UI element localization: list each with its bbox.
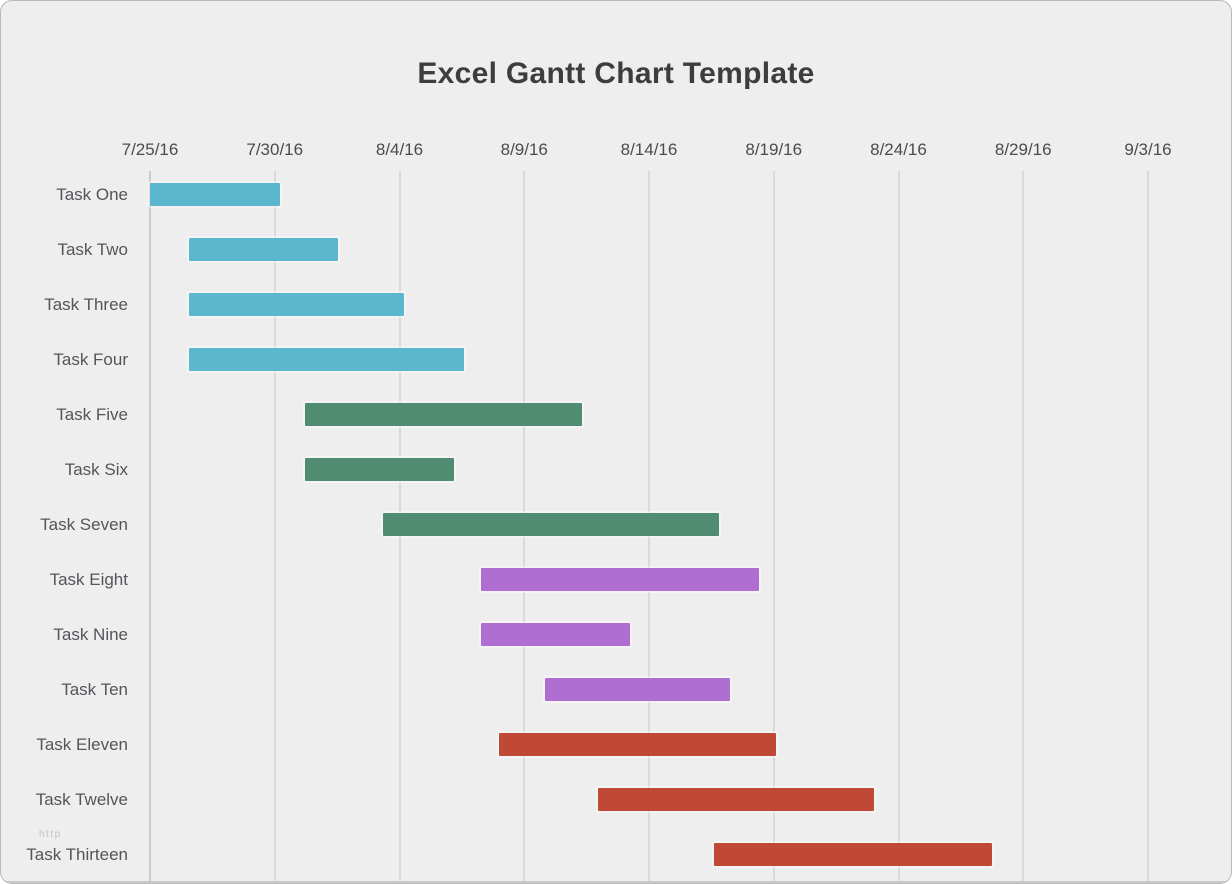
task-row-label: Task Ten [61,679,128,699]
x-tick-label: 8/24/16 [870,140,927,159]
gridline-7/25/16 [149,171,151,881]
chart-title: Excel Gantt Chart Template [417,57,815,90]
gridline-8/19/16 [772,171,775,881]
task-row-label: Task Three [44,294,128,314]
x-tick-label: 7/25/16 [121,140,179,159]
gantt-bar [304,457,455,481]
gantt-bar [480,622,631,646]
gantt-bar [150,182,280,206]
x-tick-label: 8/19/16 [745,140,803,159]
task-row-label: Task Five [56,404,128,424]
x-tick-label: 7/30/16 [246,140,304,159]
task-row-label: Task Thirteen [26,844,128,864]
task-row-label: Task Eight [49,569,128,589]
gridline-8/29/16 [1022,171,1025,881]
task-row-label: Task Nine [53,624,128,644]
gantt-bar [188,292,405,316]
gantt-bar [383,512,719,536]
x-axis-line [1,881,1231,883]
gridline-9/3/16 [1147,171,1149,881]
x-tick-label: 8/9/16 [500,140,548,159]
gridline-7/30/16 [273,171,276,881]
gantt-bar [597,787,874,811]
gantt-bar [499,732,777,756]
task-row-label: Task Two [57,239,128,259]
gantt-bar [480,567,759,591]
task-row-label: Task Four [53,349,128,369]
watermark-text: http [39,829,62,840]
gantt-bar [188,347,465,371]
task-row-label: Task Eleven [36,734,128,754]
task-row-label: Task Six [64,459,128,479]
gantt-bar [713,842,993,866]
x-tick-label: 8/4/16 [375,140,424,159]
task-row-label: Task Twelve [35,789,128,809]
gantt-bar [188,237,339,261]
task-row-label: Task Seven [40,514,128,534]
gantt-bar [304,402,582,426]
gantt-bar [545,677,731,701]
task-row-label: Task One [56,184,128,204]
gridline-8/24/16 [897,171,900,881]
x-tick-label: 8/29/16 [994,140,1052,159]
x-tick-label: 9/3/16 [1124,140,1172,159]
x-tick-label: 8/14/16 [620,140,678,159]
